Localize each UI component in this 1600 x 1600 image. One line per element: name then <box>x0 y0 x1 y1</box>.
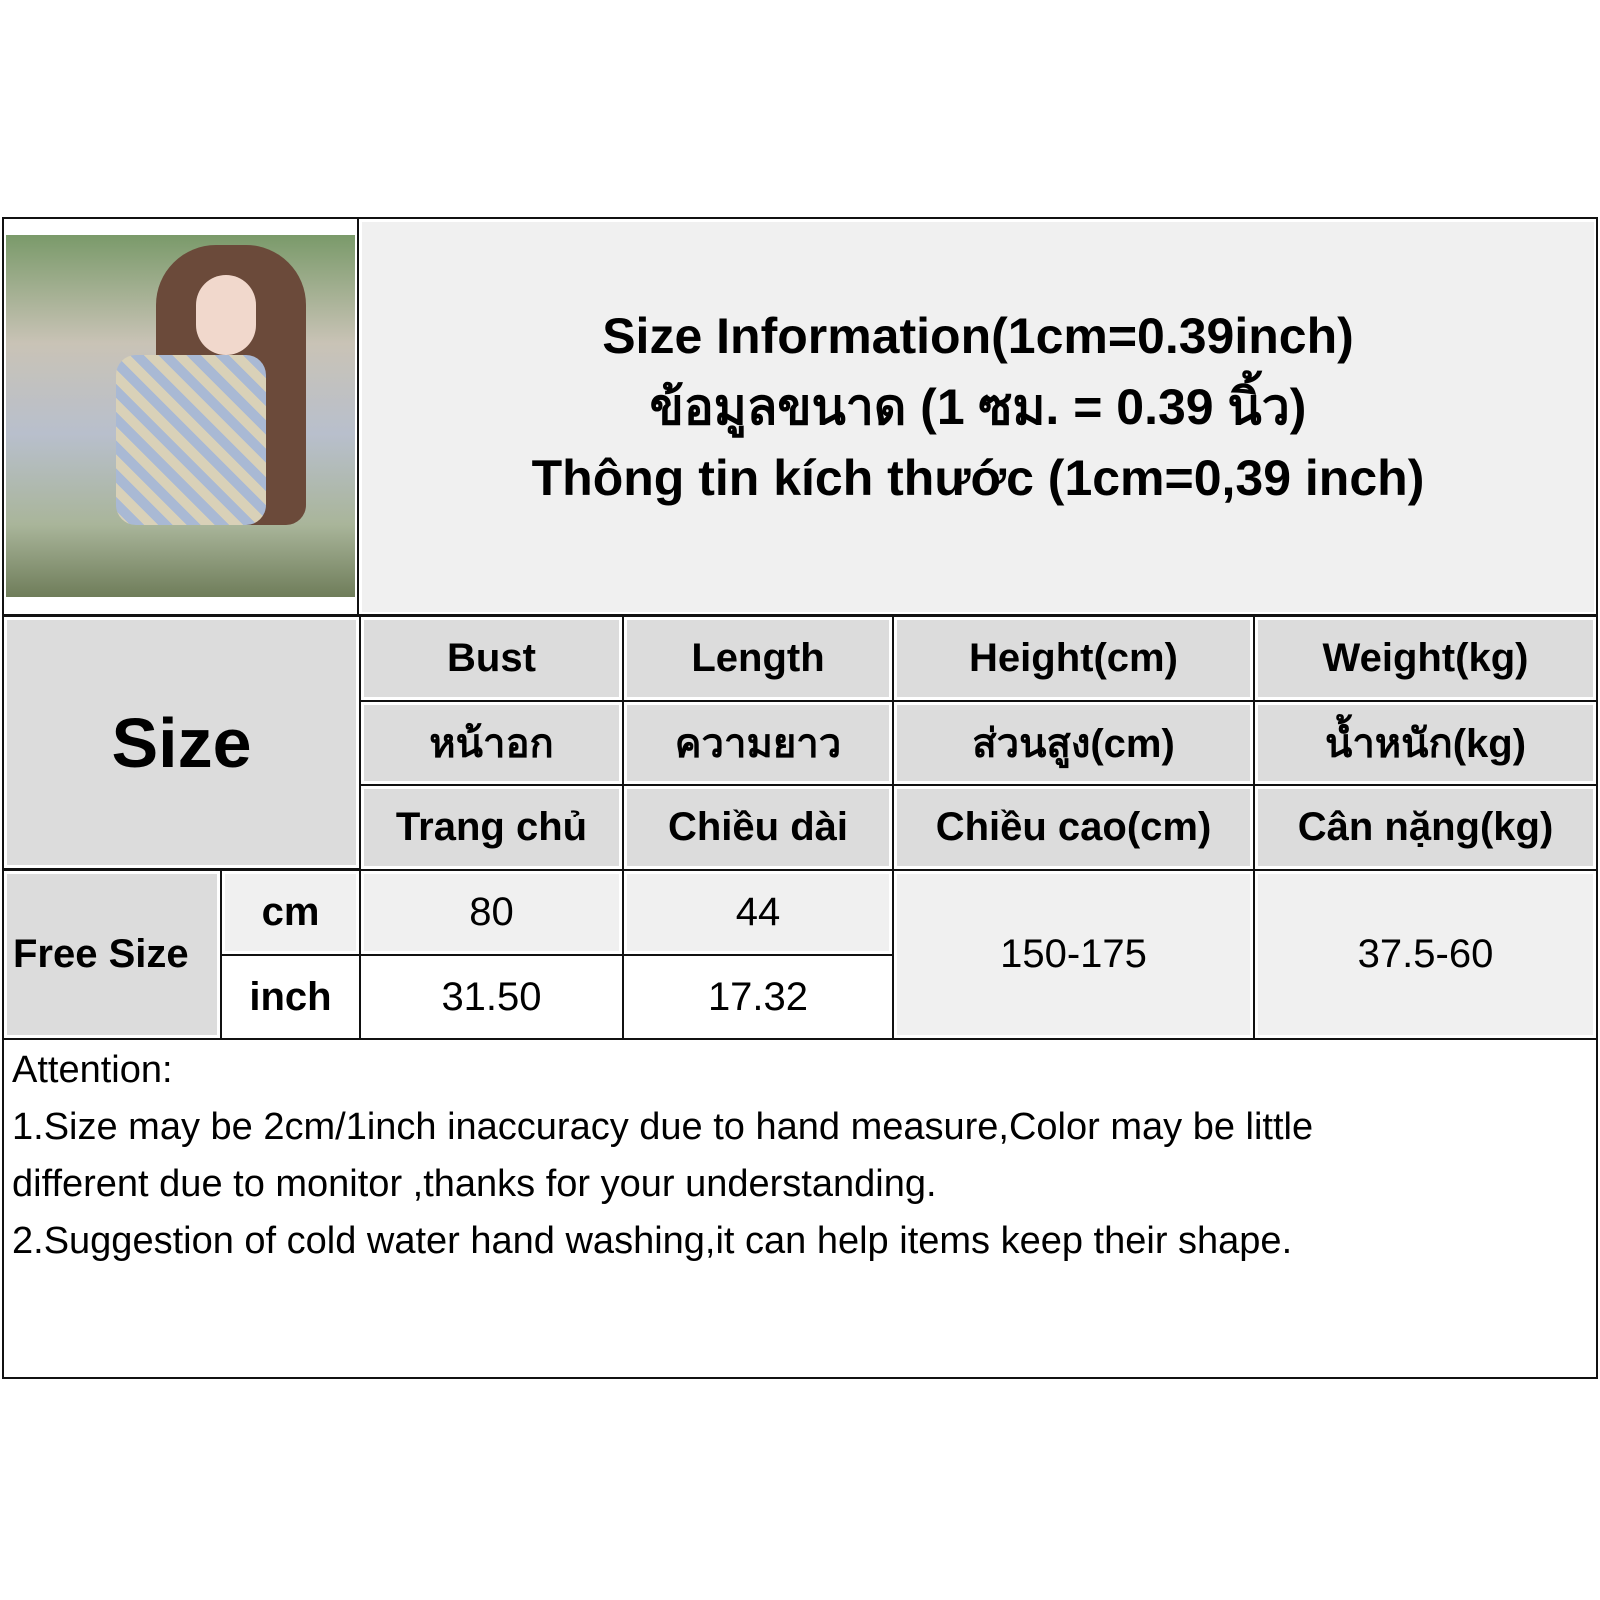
free-size-label: Free Size <box>2 869 222 1040</box>
unit-cm: cm <box>220 869 361 956</box>
model-top <box>116 355 266 525</box>
title-english: Size Information(1cm=0.39inch) <box>602 307 1354 364</box>
col-length-vi: Chiều dài <box>622 784 894 871</box>
bust-inch: 31.50 <box>359 954 624 1040</box>
length-inch: 17.32 <box>622 954 894 1040</box>
photo-divider <box>357 217 359 615</box>
title-vietnamese: Thông tin kích thước (1cm=0,39 inch) <box>531 449 1425 506</box>
col-weight-vi: Cân nặng(kg) <box>1253 784 1598 871</box>
col-weight-th: น้ำหนัก(kg) <box>1253 700 1598 786</box>
col-height-vi: Chiều cao(cm) <box>892 784 1255 871</box>
attention-section: Attention: 1.Size may be 2cm/1inch inacc… <box>2 1042 1598 1270</box>
col-bust-en: Bust <box>359 615 624 702</box>
length-cm: 44 <box>622 869 894 956</box>
unit-inch: inch <box>220 954 361 1040</box>
height-range: 150-175 <box>892 869 1255 1040</box>
attention-line: different due to monitor ,thanks for you… <box>12 1163 937 1205</box>
product-photo <box>6 235 355 597</box>
title-thai: ข้อมูลขนาด (1 ซม. = 0.39 นิ้ว) <box>649 378 1307 435</box>
bust-cm: 80 <box>359 869 624 956</box>
col-height-en: Height(cm) <box>892 615 1255 702</box>
header-panel: Size Information(1cm=0.39inch) ข้อมูลขนา… <box>362 222 1594 612</box>
size-header: Size <box>2 615 361 870</box>
col-bust-vi: Trang chủ <box>359 784 624 871</box>
col-length-en: Length <box>622 615 894 702</box>
attention-line: 2.Suggestion of cold water hand washing,… <box>12 1220 1293 1262</box>
weight-range: 37.5-60 <box>1253 869 1598 1040</box>
col-weight-en: Weight(kg) <box>1253 615 1598 702</box>
attention-line: 1.Size may be 2cm/1inch inaccuracy due t… <box>12 1106 1314 1148</box>
attention-title: Attention: <box>12 1049 173 1091</box>
col-length-th: ความยาว <box>622 700 894 786</box>
col-height-th: ส่วนสูง(cm) <box>892 700 1255 786</box>
model-face <box>196 275 256 355</box>
col-bust-th: หน้าอก <box>359 700 624 786</box>
